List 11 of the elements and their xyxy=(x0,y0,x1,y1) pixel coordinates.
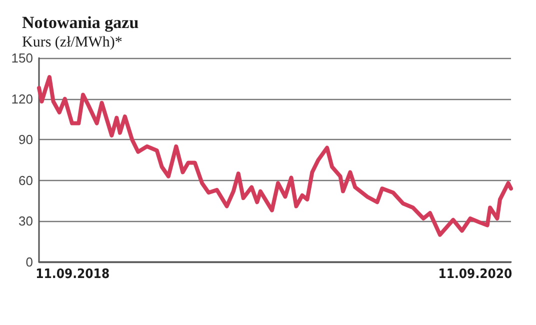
y-tick-label: 30 xyxy=(18,214,33,229)
line-series xyxy=(37,75,513,237)
y-tick-label: 90 xyxy=(18,132,33,148)
y-tick-label: 120 xyxy=(11,91,33,106)
y-tick-label: 60 xyxy=(18,172,33,188)
x-tick-label: 11.09.2020 xyxy=(438,267,512,282)
chart-subtitle: Kurs (zł/MWh)* xyxy=(22,34,122,50)
x-tick-label: 11.09.2018 xyxy=(36,267,110,282)
y-tick-label: 0 xyxy=(26,254,33,270)
y-tick-label: 150 xyxy=(11,50,33,66)
chart-title: Notowania gazu xyxy=(22,13,139,32)
